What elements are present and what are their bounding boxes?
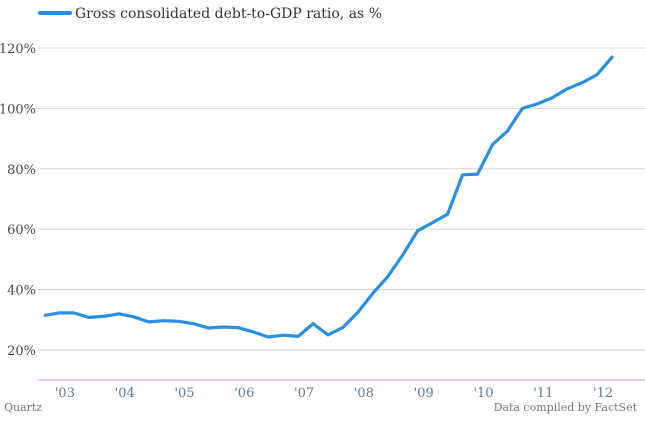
y-tick-label: 20%: [7, 344, 36, 359]
gridlines: [38, 47, 645, 351]
y-tick-label: 80%: [7, 163, 36, 178]
source-left: Quartz: [4, 401, 42, 414]
legend: Gross consolidated debt-to-GDP ratio, as…: [38, 6, 382, 22]
x-tick-label: '08: [354, 386, 374, 401]
legend-label: Gross consolidated debt-to-GDP ratio, as…: [75, 6, 382, 22]
y-axis-ticks: 20% 40% 60% 80% 100% 120%: [0, 42, 36, 359]
x-tick-label: '09: [414, 386, 434, 401]
x-tick-label: '06: [234, 386, 254, 401]
x-tick-label: '12: [593, 386, 613, 401]
source-right: Data compiled by FactSet: [494, 401, 638, 414]
x-tick-label: '05: [174, 386, 194, 401]
x-tick-label: '10: [473, 386, 493, 401]
x-tick-label: '11: [533, 386, 553, 401]
y-tick-label: 100%: [0, 102, 36, 117]
x-tick-label: '07: [294, 386, 314, 401]
y-tick-label: 60%: [7, 223, 36, 238]
series-layer: [43, 55, 614, 339]
x-tick-label: '04: [115, 386, 135, 401]
y-tick-label: 40%: [7, 284, 36, 299]
x-tick-label: '03: [55, 386, 75, 401]
series-line: [43, 55, 614, 339]
x-axis-ticks: '03 '04 '05 '06 '07 '08 '09 '10 '11 '12: [55, 386, 613, 401]
y-tick-label: 120%: [0, 42, 36, 57]
